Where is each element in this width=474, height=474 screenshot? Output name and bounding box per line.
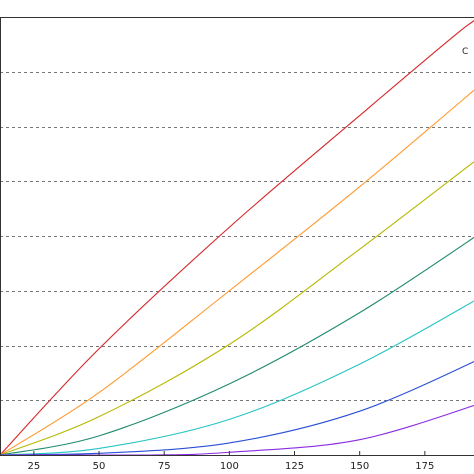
series-line-6 xyxy=(0,360,474,456)
x-tick-label: 50 xyxy=(93,461,106,472)
x-tick-label: 175 xyxy=(415,461,434,472)
corner-label: C xyxy=(462,47,468,57)
x-axis-ticks: 25 50 75 100 125 150 175 xyxy=(28,451,434,472)
series-line-4 xyxy=(0,236,474,456)
x-tick-label: 150 xyxy=(350,461,369,472)
x-tick-label: 100 xyxy=(220,461,239,472)
plot-frame xyxy=(0,17,474,456)
x-tick-label: 125 xyxy=(285,461,304,472)
series-line-5 xyxy=(0,300,474,456)
x-tick-label: 75 xyxy=(158,461,171,472)
series-line-2 xyxy=(0,89,474,456)
series-line-1 xyxy=(0,19,474,456)
gridlines xyxy=(0,72,474,401)
series-line-3 xyxy=(0,161,474,456)
x-tick-label: 25 xyxy=(28,461,41,472)
